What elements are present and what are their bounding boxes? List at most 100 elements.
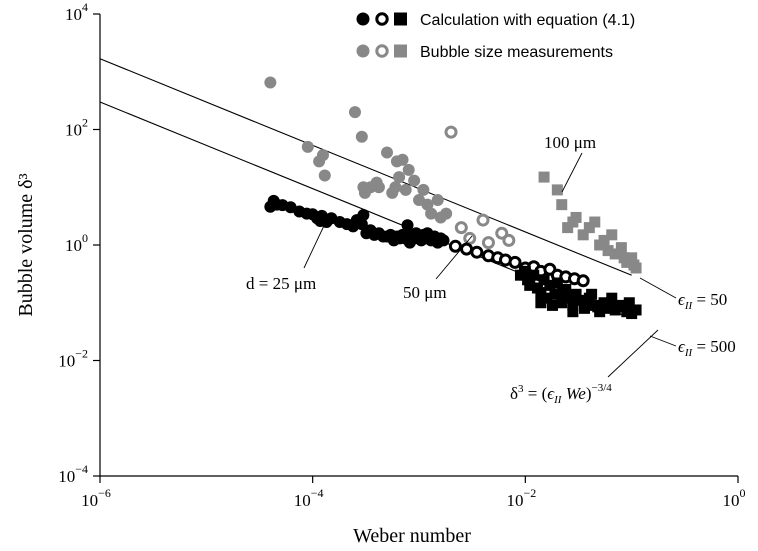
- legend-filled-circle-icon: [356, 44, 370, 58]
- leader-line-eps-500: [649, 335, 677, 347]
- point-measurement-100um-0: [538, 171, 550, 183]
- point-calculation-100um-3: [524, 279, 536, 291]
- point-calculation-100um-24: [606, 292, 618, 304]
- point-calculation-100um-30: [535, 297, 547, 309]
- y-tick-label-2: 100: [65, 231, 88, 255]
- reference-line-0: [99, 58, 632, 276]
- x-axis-label: Weber number: [353, 525, 471, 547]
- point-measurement-25um-20: [408, 174, 421, 187]
- point-measurement-25um-22: [417, 183, 430, 196]
- point-calculation-100um-8: [541, 292, 553, 304]
- point-calculation-100um-2: [522, 274, 534, 286]
- legend-open-circle-icon: [375, 44, 389, 58]
- point-measurement-100um-19: [630, 262, 642, 274]
- legend-open-circle-icon: [375, 12, 389, 26]
- x-tick-label-1: 10−4: [294, 486, 324, 510]
- point-measurement-100um-10: [598, 234, 610, 246]
- annotation-d50: 50 μm: [403, 283, 447, 302]
- point-measurement-100um-1: [551, 184, 563, 196]
- point-measurement-50um-6: [502, 233, 516, 247]
- point-measurement-50um-4: [481, 236, 495, 250]
- annotation-formula: δ3 = (ϵII We)−3/4: [510, 382, 612, 406]
- x-tick-label-3: 100: [723, 486, 746, 510]
- point-measurement-50um-1: [454, 221, 468, 235]
- point-measurement-25um-17: [396, 153, 409, 166]
- x-ticks: 10−6 10−4 10−2 100: [81, 476, 746, 510]
- y-ticks: 10−4 10−2 100 102 104: [58, 0, 100, 486]
- point-calculation-100um-16: [570, 288, 582, 300]
- point-calculation-50um-6: [508, 255, 522, 269]
- y-tick-label-0: 10−4: [58, 462, 88, 486]
- point-measurement-25um-6: [355, 130, 368, 143]
- point-calculation-100um-6: [535, 287, 547, 299]
- point-calculation-100um-35: [586, 288, 598, 300]
- point-measurement-100um-8: [589, 216, 601, 228]
- y-tick-label-3: 102: [65, 116, 88, 140]
- legend-square-icon: [394, 44, 407, 58]
- point-calculation-100um-7: [538, 274, 550, 286]
- point-measurement-100um-13: [609, 248, 621, 260]
- point-measurement-25um-5: [348, 106, 361, 119]
- point-calculation-25um-31: [401, 219, 414, 232]
- x-tick-label-0: 10−6: [81, 486, 111, 510]
- point-calculation-100um-39: [623, 297, 635, 309]
- y-axis-label: Bubble volume δ³: [15, 173, 37, 316]
- point-calculation-100um-37: [601, 299, 613, 311]
- point-calculation-25um-17: [355, 218, 368, 231]
- point-calculation-100um-4: [528, 269, 540, 281]
- point-calculation-100um-9: [544, 279, 556, 291]
- point-calculation-100um-15: [567, 299, 579, 311]
- point-calculation-25um-18: [357, 209, 370, 222]
- point-measurement-25um-19: [402, 163, 415, 176]
- leader-line-d100: [561, 152, 583, 193]
- point-calculation-100um-38: [612, 301, 624, 313]
- annotation-d25: d = 25 μm: [246, 274, 316, 293]
- point-measurement-25um-3: [316, 149, 329, 162]
- point-measurement-50um-5: [495, 226, 509, 240]
- point-measurement-100um-17: [626, 252, 638, 264]
- point-calculation-100um-11: [551, 277, 563, 289]
- point-measurement-25um-4: [318, 169, 331, 182]
- data-points: [264, 76, 642, 320]
- point-measurement-25um-24: [425, 207, 438, 220]
- annotation-d100: 100 μm: [544, 133, 596, 152]
- leader-line-d50: [435, 235, 473, 280]
- point-measurement-25um-27: [440, 207, 453, 220]
- point-measurement-25um-14: [389, 181, 402, 194]
- point-measurement-100um-3: [562, 222, 574, 234]
- point-measurement-25um-11: [372, 181, 385, 194]
- leader-line-eps-50: [639, 277, 677, 299]
- point-calculation-100um-31: [546, 299, 558, 311]
- point-calculation-100um-34: [581, 297, 593, 309]
- point-measurement-100um-14: [615, 242, 627, 254]
- leader-line-d25: [303, 212, 331, 269]
- point-calculation-100um-14: [563, 292, 575, 304]
- legend-square-icon: [394, 12, 407, 26]
- point-measurement-25um-16: [393, 171, 406, 184]
- label-eps-500: ϵII = 500: [678, 337, 736, 359]
- point-measurement-25um-1: [301, 140, 314, 153]
- point-calculation-100um-36: [592, 301, 604, 313]
- point-measurement-100um-12: [606, 229, 618, 241]
- legend-item-measurements: Bubble size measurements: [356, 44, 613, 61]
- leader-line-formula: [607, 329, 659, 378]
- y-tick-label-1: 10−2: [58, 347, 88, 371]
- point-measurement-25um-12: [380, 146, 393, 159]
- point-calculation-100um-29: [630, 304, 642, 316]
- point-measurement-100um-6: [577, 229, 589, 241]
- point-calculation-100um-33: [567, 306, 579, 318]
- point-measurement-25um-18: [399, 183, 412, 196]
- point-measurement-100um-7: [583, 222, 595, 234]
- point-measurement-100um-2: [556, 199, 568, 211]
- point-calculation-100um-32: [558, 287, 570, 299]
- point-calculation-50um-1: [460, 242, 474, 256]
- point-calculation-50um-2: [470, 245, 484, 259]
- y-tick-label-4: 104: [65, 0, 88, 24]
- legend-filled-circle-icon: [356, 12, 370, 26]
- point-measurement-100um-11: [602, 245, 614, 257]
- point-calculation-100um-18: [578, 302, 590, 314]
- legend-label-calculation: Calculation with equation (4.1): [420, 12, 635, 29]
- point-calculation-100um-12: [556, 297, 568, 309]
- point-measurement-50um-0: [444, 125, 458, 139]
